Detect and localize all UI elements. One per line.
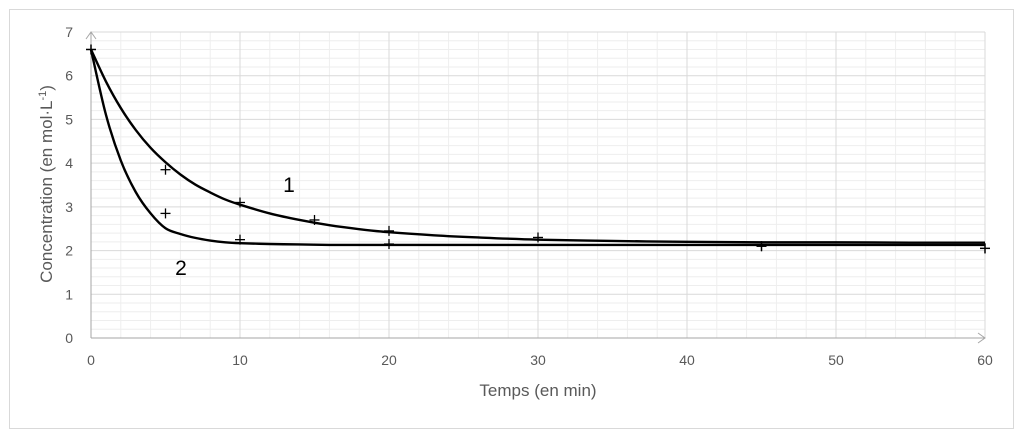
y-tick-label: 3: [65, 199, 73, 215]
data-point-2: [756, 241, 767, 252]
y-tick-label: 7: [65, 24, 73, 40]
y-axis-title: Concentration (en mol·L-1): [37, 85, 56, 283]
y-axis-title-sup: -1: [37, 91, 49, 101]
y-axis-title-main: Concentration (en mol·L: [37, 101, 56, 283]
data-point-1: [235, 197, 245, 208]
data-point-1: [533, 232, 543, 243]
data-point-2: [980, 243, 990, 254]
x-axis-arrow: [977, 332, 986, 344]
x-tick-label: 60: [977, 352, 993, 368]
data-point-2: [235, 234, 245, 245]
data-point-1: [384, 225, 394, 236]
x-tick-label: 10: [232, 352, 248, 368]
curve-label-2: 2: [175, 257, 187, 280]
curve-labels: 12: [175, 174, 295, 280]
x-axis-title: Temps (en min): [479, 381, 596, 400]
data-point-2: [160, 208, 171, 219]
curve-2: [89, 49, 985, 247]
axes: [85, 31, 986, 344]
x-tick-label: 50: [828, 352, 844, 368]
y-axis-title-end: ): [37, 85, 56, 91]
x-tick-label: 20: [381, 352, 397, 368]
data-point-2: [86, 44, 96, 55]
y-tick-label: 0: [65, 330, 73, 346]
x-tick-label: 0: [87, 352, 95, 368]
y-tick-label: 2: [65, 243, 73, 259]
y-tick-label: 1: [65, 286, 73, 302]
x-tick-label: 40: [679, 352, 695, 368]
grid: [91, 31, 986, 338]
y-tick-label: 5: [65, 111, 73, 127]
x-tick-label: 30: [530, 352, 546, 368]
y-tick-label: 4: [65, 155, 73, 171]
chart-frame: [9, 9, 1014, 429]
data-points: [86, 44, 990, 254]
data-point-2: [384, 239, 394, 250]
data-point-1: [160, 164, 171, 175]
curves: [89, 48, 986, 247]
curve-label-1: 1: [283, 174, 295, 197]
y-tick-label: 6: [65, 68, 73, 84]
y-axis-arrow: [85, 31, 97, 40]
curve-1: [89, 48, 986, 244]
data-point-1: [309, 214, 320, 225]
